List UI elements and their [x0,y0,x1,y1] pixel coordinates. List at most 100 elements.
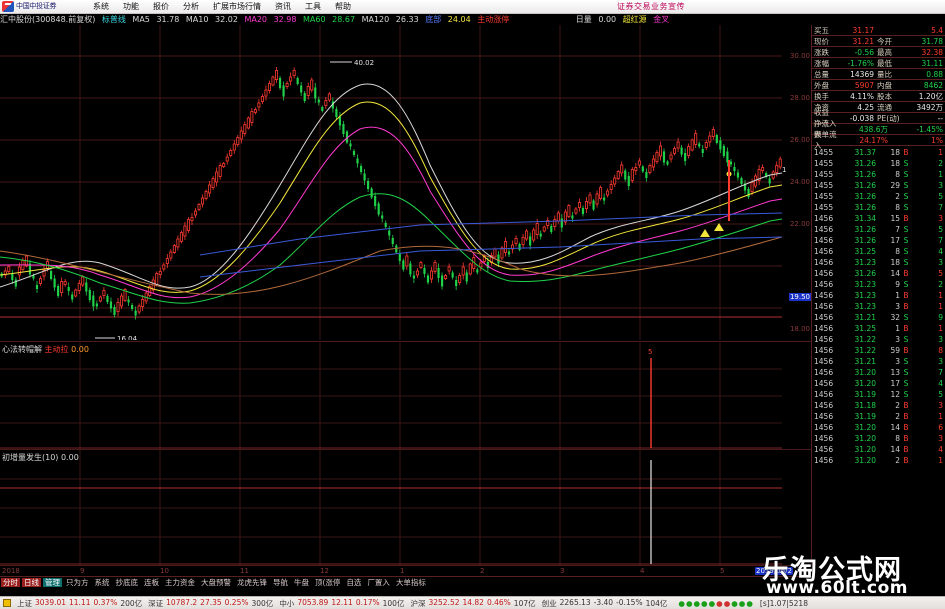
tick-row[interactable]: 1455 31.26 18 S 2 [812,158,945,169]
toolbar-button[interactable]: 系统 [94,578,110,587]
tick-row[interactable]: 1455 31.26 8 S 7 [812,202,945,213]
tick-row[interactable]: 1456 31.23 3 B 1 [812,301,945,312]
toolbar-button[interactable]: 自选 [346,578,362,587]
toolbar-button[interactable]: 只为方 [66,578,89,587]
index-percent: 0.25% [224,597,249,607]
indicator-panel-1[interactable]: 心法转帽解 主动拉 0.00 5 [0,341,812,450]
tick-row[interactable]: 1456 31.22 59 B 8 [812,345,945,356]
quote-value: -0.038 [849,113,874,123]
tick-row[interactable]: 1455 31.37 18 B 1 [812,147,945,158]
tick-row[interactable]: 1456 31.20 14 B 6 [812,422,945,433]
toolbar-button[interactable]: 主力资金 [165,578,195,587]
tick-row[interactable]: 1456 31.23 18 S 3 [812,257,945,268]
tick-row[interactable]: 1456 31.20 13 S 7 [812,367,945,378]
watermark-site-name: 乐淘公式网 [762,555,902,586]
toolbar-button[interactable]: 管理 [43,578,62,587]
indicator-name[interactable]: 标普线 [101,15,126,24]
index-change: 27.35 [200,597,222,607]
toolbar-button[interactable]: 顶(涨停 [315,578,341,587]
tick-row[interactable]: 1456 31.34 15 B 3 [812,213,945,224]
stock-name-code[interactable]: 汇中股份(300848.前复权) [0,15,96,24]
index-quote[interactable]: 上证 3039.01 11.11 0.37% 200亿 [14,598,145,609]
ma5-value: 31.78 [156,15,180,24]
tick-list[interactable]: 1455 31.37 18 B 1 1455 31.26 18 S 2 1455 31.26 8 S 1 14… [812,147,945,466]
index-name: 创业 [541,598,557,608]
index-quote[interactable]: 中小 7053.89 12.11 0.17% 100亿 [276,598,407,609]
tick-row[interactable]: 1456 31.19 2 B 1 [812,411,945,422]
tick-row[interactable]: 1456 31.18 2 B 3 [812,400,945,411]
date-tick-6: 2 [480,567,485,575]
toolbar-button[interactable]: 大单指标 [395,578,426,587]
tick-direction: S [903,181,909,190]
tick-row[interactable]: 1456 31.25 8 S 4 [812,246,945,257]
menu-function[interactable]: 功能 [123,2,139,11]
quote-value: 31.21 [852,36,874,46]
menu-extended-market[interactable]: 扩展市场行情 [213,2,261,11]
tick-row[interactable]: 1456 31.26 7 S 5 [812,224,945,235]
tick-row[interactable]: 1456 31.26 17 S 7 [812,235,945,246]
toolbar-button[interactable]: 大盘预警 [201,578,231,587]
toolbar-button[interactable]: 抄底底 [115,578,139,587]
tick-row[interactable]: 1455 31.26 29 S 3 [812,180,945,191]
status-bar: 上证 3039.01 11.11 0.37% 200亿 深证 10787.2 27.35 0.2… [0,596,945,609]
tick-row[interactable]: 1456 31.23 9 S 2 [812,279,945,290]
toolbar-button[interactable]: 导航 [273,578,288,587]
menu-system[interactable]: 系统 [93,2,109,11]
tick-row[interactable]: 1456 31.25 1 B 1 [812,323,945,334]
tick-row[interactable]: 1456 31.21 32 S 9 [812,312,945,323]
tick-total: 1 [938,456,943,465]
toolbar-button[interactable]: 牛盘 [294,578,309,587]
tick-time: 1456 [814,269,834,278]
menu-quote[interactable]: 报价 [153,2,169,11]
toolbar-button[interactable]: 厂置入 [367,578,390,587]
tick-volume: 8 [895,170,900,179]
index-quotes[interactable]: 上证 3039.01 11.11 0.37% 200亿 深证 10787.2 27.35 0.2… [14,598,670,609]
toolbar-button[interactable]: 日线 [22,578,41,587]
kline-chart-svg[interactable]: 40.02 16.04 1 [0,25,812,340]
toolbar-button[interactable]: 分时 [1,578,20,587]
tick-row[interactable]: 1456 31.20 17 S 4 [812,378,945,389]
date-axis: 2018 9 10 11 12 1 2 3 4 5 2019/06/2 [0,565,812,576]
quote-label: 净资 [814,102,829,112]
tick-row[interactable]: 1456 31.23 1 B 1 [812,290,945,301]
tick-row[interactable]: 1455 31.26 8 S 1 [812,169,945,180]
ma10-value: 32.02 [215,15,238,24]
signal-bottom-tag: 底部 [425,15,442,24]
index-quote[interactable]: 深证 10787.2 27.35 0.25% 300亿 [145,598,276,609]
date-tick-3: 11 [240,567,249,575]
tick-row[interactable]: 1455 31.26 2 S 5 [812,191,945,202]
tick-time: 1456 [814,280,834,289]
svg-text:40.02: 40.02 [354,59,374,67]
net-inflow-value: 438.6万 [859,124,888,134]
menu-analysis[interactable]: 分析 [183,2,199,11]
indicator-panel-2[interactable]: 初增量发生(10) 0.00 [0,449,812,566]
tick-total: 1 [938,302,943,311]
menu-help[interactable]: 帮助 [335,2,351,11]
bottom-toolbar[interactable]: 分时 日线 管理 只为方 系统 抄底底 连板 主力资金 大盘预警 龙虎先锋 导航 牛盘 顶(涨停 自选 厂置… [0,576,812,595]
toolbar-button[interactable]: 龙虎先锋 [237,578,267,587]
tick-row[interactable]: 1456 31.26 14 B 5 [812,268,945,279]
tick-direction: S [903,236,909,245]
tick-direction: S [903,247,909,256]
tick-time: 1456 [814,434,834,443]
tick-row[interactable]: 1456 31.20 14 B 4 [812,444,945,455]
tick-price: 31.20 [854,456,876,465]
tick-total: 1 [938,148,943,157]
tick-row[interactable]: 1456 31.21 3 S 3 [812,356,945,367]
quote-panel: 买五 31.17 5.4 现价 31.21 今开 31.78 涨跌 -0.56 最高 32.38 涨幅… [812,25,945,570]
menu-news[interactable]: 资讯 [275,2,291,11]
menu-tools[interactable]: 工具 [305,2,321,11]
tick-row[interactable]: 1456 31.20 8 B 3 [812,433,945,444]
tick-row[interactable]: 1456 31.22 3 S 3 [812,334,945,345]
tick-volume: 2 [895,412,900,421]
tick-row[interactable]: 1456 31.20 2 B 1 [812,455,945,466]
date-tick-7: 3 [560,567,565,575]
index-quote[interactable]: 创业 2265.13 -3.40 -0.15% 104亿 [539,598,671,609]
kline-chart-panel[interactable]: 40.02 16.04 1 30.00 28.00 26.00 24.00 22… [0,25,812,340]
tick-total: 1 [938,291,943,300]
toolbar-button[interactable]: 连板 [144,578,159,587]
tick-price: 31.19 [854,412,876,421]
tick-row[interactable]: 1456 31.19 12 S 5 [812,389,945,400]
index-quote[interactable]: 沪深 3252.52 14.82 0.46% 107亿 [407,598,538,609]
index-change: -3.40 [593,597,614,607]
